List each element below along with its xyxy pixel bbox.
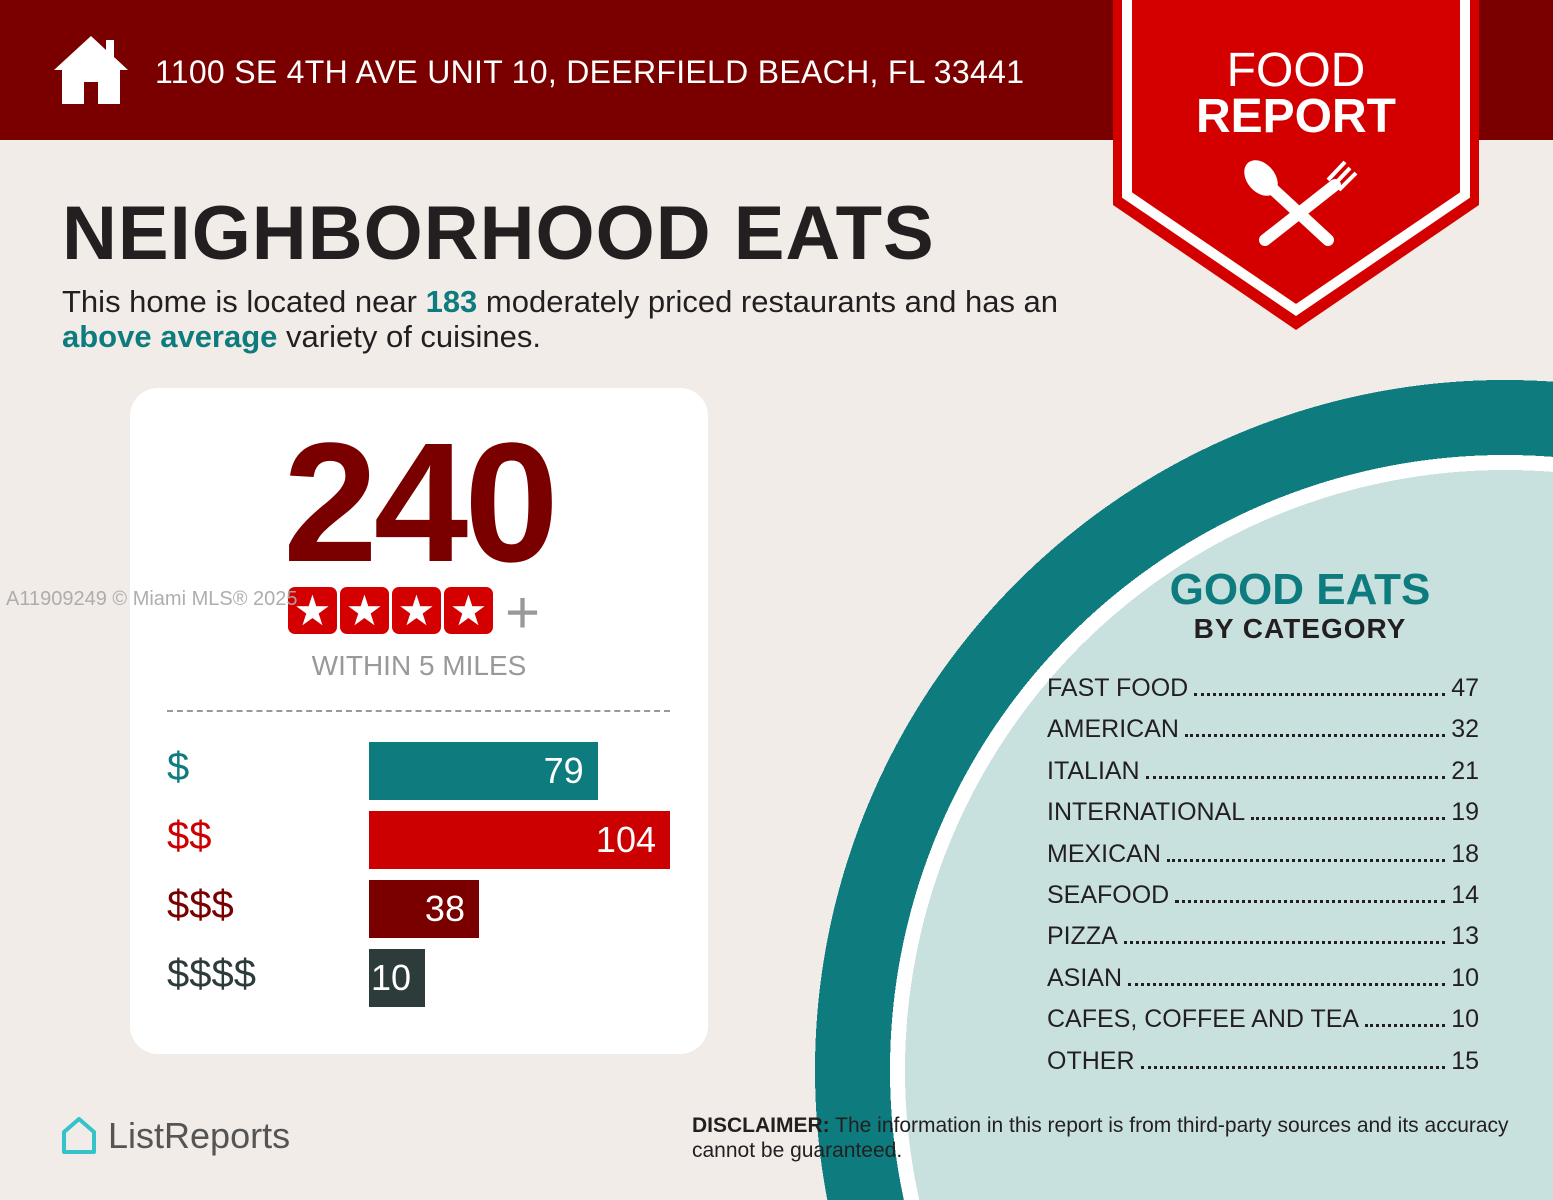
rating-stars: ★ ★ ★ ★ [288, 587, 493, 634]
category-count: 15 [1451, 1046, 1479, 1075]
category-row: SEAFOOD 14 [1047, 881, 1479, 910]
dot-leader [1128, 982, 1446, 986]
dot-leader [1251, 817, 1446, 821]
price-tier-bar: 79 [369, 742, 598, 800]
category-count: 47 [1451, 674, 1479, 702]
category-count: 10 [1451, 963, 1479, 992]
dot-leader [1184, 734, 1446, 738]
dot-leader [1166, 858, 1446, 862]
category-count: 19 [1451, 798, 1479, 827]
price-tier-bar: 38 [369, 880, 479, 938]
price-tier-bar: 104 [369, 811, 670, 869]
home-icon [54, 36, 128, 104]
category-name: FAST FOOD [1047, 674, 1189, 702]
category-count: 21 [1451, 756, 1479, 785]
badge-title: FOOD REPORT [1195, 44, 1396, 143]
page-title: NEIGHBORHOOD EATS [62, 191, 935, 276]
category-count: 32 [1451, 715, 1479, 744]
summary-text: This home is located near 183 moderately… [62, 284, 1059, 354]
dot-leader [1145, 775, 1446, 779]
category-count: 18 [1451, 839, 1479, 868]
total-restaurants: 240 [283, 408, 559, 598]
listreports-logo: ListReports [60, 1115, 290, 1157]
category-row: FAST FOOD 47 [1047, 674, 1479, 703]
category-name: AMERICAN [1047, 715, 1179, 744]
category-name: CAFES, COFFEE AND TEA [1047, 1005, 1360, 1034]
price-tier-bar: 10 [369, 949, 425, 1007]
radius-label: WITHIN 5 MILES [311, 650, 527, 681]
rating-plus: + [505, 579, 541, 646]
category-name: INTERNATIONAL [1047, 798, 1246, 827]
category-name: OTHER [1047, 1046, 1135, 1075]
star-icon: ★ [340, 587, 389, 634]
dot-leader [1123, 941, 1446, 945]
category-row: CAFES, COFFEE AND TEA 10 [1047, 1005, 1479, 1034]
property-address: 1100 SE 4TH AVE UNIT 10, DEERFIELD BEACH… [155, 54, 1025, 90]
price-tier-label: $ [167, 745, 190, 789]
listreports-logo-icon [62, 1117, 96, 1154]
star-icon: ★ [444, 587, 493, 634]
price-tier-label: $$$ [167, 883, 234, 927]
price-tier-label: $$$$ [167, 952, 256, 996]
restaurant-count-card [130, 388, 708, 1054]
category-row: ITALIAN 21 [1047, 757, 1479, 786]
divider [167, 710, 670, 712]
watermark: A11909249 © Miami MLS® 2025 [6, 588, 298, 610]
category-count: 14 [1451, 881, 1479, 909]
dot-leader [1175, 900, 1446, 903]
category-subtitle: BY CATEGORY [1193, 613, 1407, 644]
category-row: OTHER 15 [1047, 1047, 1479, 1076]
category-row: ASIAN 10 [1047, 964, 1479, 993]
category-count: 13 [1451, 922, 1479, 951]
category-title: GOOD EATS [1169, 565, 1431, 614]
star-icon: ★ [288, 587, 337, 634]
food-report-badge [1113, 0, 1479, 330]
disclaimer: DISCLAIMER: The information in this repo… [692, 1114, 1509, 1162]
category-row: PIZZA 13 [1047, 922, 1479, 951]
category-name: ITALIAN [1047, 756, 1140, 785]
category-row: MEXICAN 18 [1047, 840, 1479, 869]
spoon-fork-icon [1244, 160, 1358, 246]
category-name: PIZZA [1047, 922, 1118, 951]
category-name: SEAFOOD [1047, 881, 1170, 909]
category-name: MEXICAN [1047, 839, 1161, 868]
dot-leader [1140, 1065, 1446, 1069]
category-row: AMERICAN 32 [1047, 715, 1479, 744]
category-row: INTERNATIONAL 19 [1047, 798, 1479, 827]
star-icon: ★ [392, 587, 441, 634]
dot-leader [1365, 1024, 1446, 1028]
dot-leader [1194, 693, 1446, 696]
category-ring [815, 380, 1553, 1200]
category-name: ASIAN [1047, 963, 1123, 992]
price-tier-label: $$ [167, 814, 212, 858]
category-count: 10 [1451, 1005, 1479, 1034]
